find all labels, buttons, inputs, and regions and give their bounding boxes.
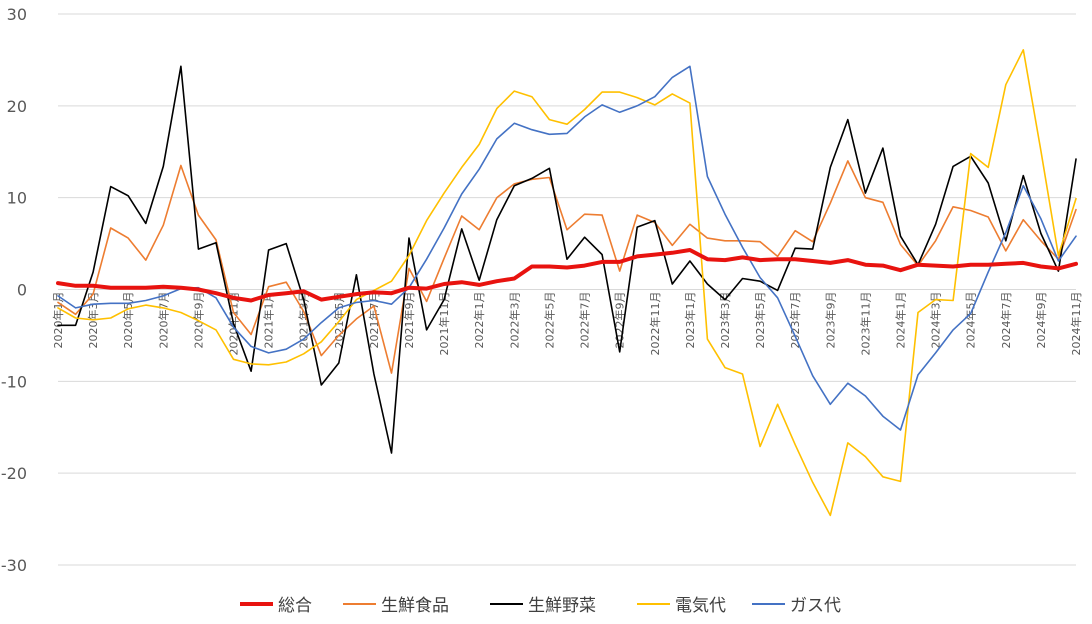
gridlines	[58, 13, 1076, 566]
x-tick-label: 2024年7月	[999, 292, 1013, 349]
y-tick-label: 0	[17, 281, 27, 300]
y-tick-label: -10	[1, 372, 27, 391]
x-tick-label: 2021年7月	[367, 292, 381, 349]
x-tick-label: 2021年9月	[402, 292, 416, 349]
y-tick-label: -30	[1, 556, 27, 575]
x-tick-label: 2021年1月	[262, 292, 276, 349]
x-tick-label: 2024年3月	[929, 292, 943, 349]
x-tick-label: 2021年11月	[437, 292, 451, 356]
y-tick-label: 20	[7, 97, 27, 116]
x-tick-label: 2023年1月	[683, 292, 697, 349]
x-tick-label: 2022年5月	[542, 292, 556, 349]
legend-label: 生鮮野菜	[528, 596, 596, 616]
x-tick-label: 2024年1月	[893, 292, 907, 349]
y-axis-tick-labels: -30 -20 -10 0 10 20 30	[1, 5, 27, 575]
series-line-4	[57, 65, 1077, 431]
x-tick-label: 2022年1月	[472, 292, 486, 349]
x-tick-label: 2023年3月	[718, 292, 732, 349]
legend-label: 生鮮食品	[381, 596, 449, 616]
x-tick-label: 2023年7月	[788, 292, 802, 349]
x-tick-label: 2022年7月	[578, 292, 592, 349]
y-tick-label: 10	[7, 189, 27, 208]
x-tick-label: 2022年11月	[648, 292, 662, 356]
series-line-1	[57, 160, 1077, 374]
x-tick-label: 2020年5月	[121, 292, 135, 349]
series-line-3	[57, 48, 1077, 517]
y-tick-label: 30	[7, 5, 27, 24]
x-tick-label: 2023年5月	[753, 292, 767, 349]
y-tick-label: -20	[1, 464, 27, 483]
x-tick-label: 2023年11月	[858, 292, 872, 356]
legend: 総合 生鮮食品 生鮮野菜 電気代 ガス代	[240, 596, 841, 616]
series-lines	[56, 48, 1078, 517]
x-tick-label: 2020年7月	[156, 292, 170, 349]
x-tick-label: 2021年5月	[332, 292, 346, 349]
x-tick-label: 2022年3月	[507, 292, 521, 349]
series-line-0	[56, 248, 1078, 303]
x-tick-label: 2023年9月	[823, 292, 837, 349]
x-tick-label: 2020年1月	[51, 292, 65, 349]
x-tick-label: 2024年11月	[1069, 292, 1083, 356]
legend-label: 総合	[278, 596, 312, 616]
x-tick-label: 2024年9月	[1034, 292, 1048, 349]
legend-label: ガス代	[790, 596, 841, 616]
legend-label: 電気代	[675, 596, 726, 616]
x-axis-tick-labels: 2020年1月 2020年3月 2020年5月 2020年7月 2020年9月 2020年…	[51, 292, 1083, 356]
